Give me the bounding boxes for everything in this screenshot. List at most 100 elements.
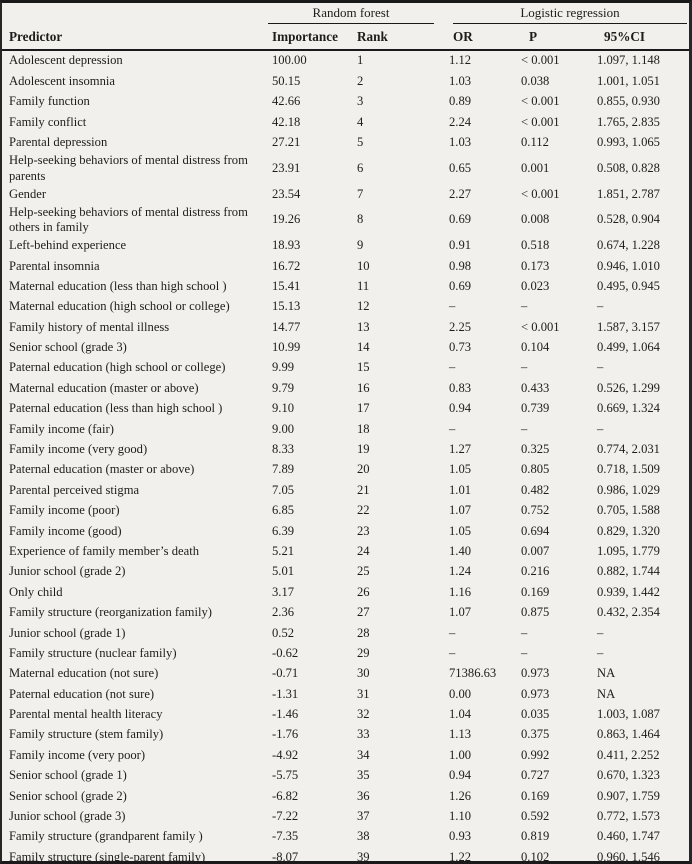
p-cell: 0.375 [521,727,550,742]
predictor-cell: Gender [9,186,47,201]
p-cell: – [521,421,528,436]
table-row: Family income (very good) 8.33 19 1.27 0.325… [2,440,689,460]
table-row: Maternal education (less than high schoo… [2,277,689,297]
or-cell: 1.24 [449,564,472,579]
or-cell: 2.27 [449,186,472,201]
or-cell: – [449,421,456,436]
importance-cell: -6.82 [272,788,299,803]
ci-cell: 0.508, 0.828 [597,160,660,175]
ci-cell: 0.863, 1.464 [597,727,660,742]
importance-cell: 7.05 [272,482,295,497]
or-cell: 0.73 [449,340,472,355]
p-cell: 0.694 [521,523,550,538]
importance-cell: 0.52 [272,625,295,640]
or-cell: 1.05 [449,523,472,538]
rank-cell: 5 [357,134,364,149]
table-row: Paternal education (less than high schoo… [2,399,689,419]
importance-cell: 16.72 [272,258,301,273]
predictor-cell: Family income (very poor) [9,747,146,762]
or-cell: 1.26 [449,788,472,803]
importance-cell: -7.22 [272,809,299,824]
ci-cell: NA [597,686,616,701]
rank-cell: 10 [357,258,370,273]
table-row: Paternal education (master or above) 7.89… [2,460,689,480]
ci-cell: 0.669, 1.324 [597,401,660,416]
p-cell: 0.739 [521,401,550,416]
or-cell: – [449,645,456,660]
group-header-logistic-regression: Logistic regression [453,5,687,24]
importance-cell: 9.79 [272,380,295,395]
rank-cell: 18 [357,421,370,436]
table-row: Left-behind experience 18.93 9 0.91 0.518 0.6… [2,236,689,256]
importance-cell: 50.15 [272,73,301,88]
or-cell: 0.69 [449,212,472,227]
predictor-cell: Maternal education (high school or colle… [9,299,230,314]
importance-cell: -7.35 [272,829,299,844]
p-cell: 0.169 [521,584,550,599]
predictor-cell: Maternal education (less than high schoo… [9,278,227,293]
table-row: Family income (poor) 6.85 22 1.07 0.752 0.705… [2,501,689,521]
rank-cell: 29 [357,645,370,660]
predictor-cell: Maternal education (master or above) [9,380,199,395]
or-cell: 0.89 [449,94,472,109]
group-header-random-forest: Random forest [268,5,434,24]
p-cell: 0.216 [521,564,550,579]
or-cell: 0.94 [449,401,472,416]
ci-cell: 0.495, 0.945 [597,278,660,293]
ci-cell: – [597,645,604,660]
p-cell: – [521,299,528,314]
importance-cell: 42.18 [272,114,301,129]
table-row: Parental perceived stigma 7.05 21 1.01 0.482… [2,480,689,500]
table-row: Family structure (grandparent family ) -7… [2,827,689,847]
ci-cell: 0.855, 0.930 [597,94,660,109]
table-row: Help-seeking behaviors of mental distres… [2,205,689,236]
or-cell: – [449,299,456,314]
ci-cell: 1.095, 1.779 [597,543,660,558]
ci-cell: 0.526, 1.299 [597,380,660,395]
p-cell: 0.973 [521,666,550,681]
table-row: Parental mental health literacy -1.46 32 1.… [2,705,689,725]
p-cell: < 0.001 [521,53,560,68]
rank-cell: 23 [357,523,370,538]
p-cell: < 0.001 [521,114,560,129]
or-cell: 1.03 [449,134,472,149]
importance-cell: 15.41 [272,278,301,293]
predictor-cell: Family structure (reorganization family) [9,605,212,620]
importance-cell: 9.00 [272,421,295,436]
or-cell: 1.16 [449,584,472,599]
p-cell: – [521,625,528,640]
table-row: Family conflict 42.18 4 2.24 < 0.001 1.765, 2… [2,112,689,132]
ci-cell: 0.986, 1.029 [597,482,660,497]
table-row: Junior school (grade 2) 5.01 25 1.24 0.216 0.… [2,562,689,582]
table-body: Adolescent depression 100.00 1 1.12 < 0.001 1… [2,50,689,864]
or-cell: 1.40 [449,543,472,558]
importance-cell: 19.26 [272,212,301,227]
table-row: Family income (good) 6.39 23 1.05 0.694 0.829… [2,521,689,541]
ci-cell: 1.001, 1.051 [597,73,660,88]
rank-cell: 21 [357,482,370,497]
p-cell: 0.173 [521,258,550,273]
predictor-cell: Junior school (grade 1) [9,625,126,640]
rank-cell: 38 [357,829,370,844]
ci-cell: NA [597,666,616,681]
predictor-cell: Family conflict [9,114,87,129]
ci-cell: – [597,421,604,436]
predictor-cell: Paternal education (not sure) [9,686,155,701]
rank-cell: 20 [357,462,370,477]
ci-cell: 0.946, 1.010 [597,258,660,273]
or-cell: 0.00 [449,686,472,701]
predictor-cell: Maternal education (not sure) [9,666,159,681]
predictor-cell: Family structure (single-parent family) [9,849,206,864]
rank-cell: 11 [357,278,370,293]
importance-cell: -1.31 [272,686,299,701]
importance-cell: 100.00 [272,53,307,68]
rank-cell: 31 [357,686,370,701]
p-cell: < 0.001 [521,186,560,201]
column-header-p: P [516,24,592,51]
p-cell: 0.035 [521,707,550,722]
or-cell: 1.10 [449,809,472,824]
or-cell: 0.91 [449,238,472,253]
ci-cell: 0.718, 1.509 [597,462,660,477]
p-cell: 0.875 [521,605,550,620]
